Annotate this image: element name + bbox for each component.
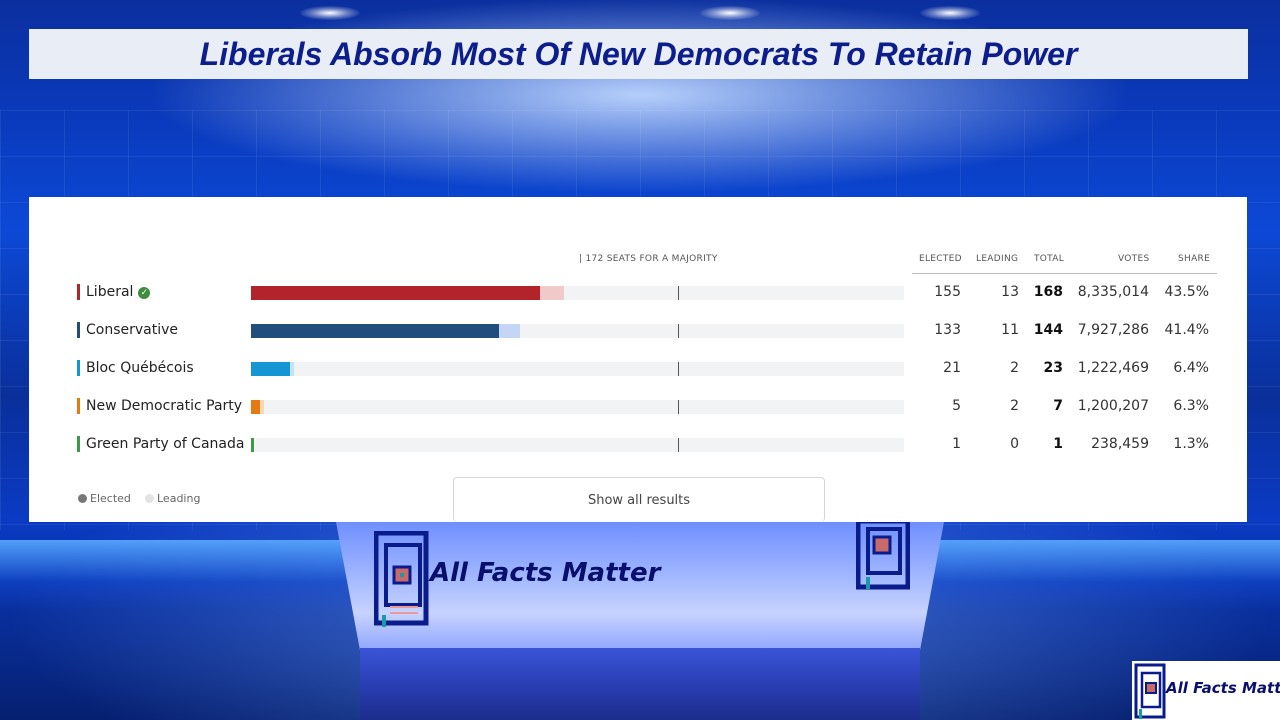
legend-elected-dot bbox=[78, 494, 87, 503]
legend-leading: Leading bbox=[145, 492, 200, 505]
legend-leading-label: Leading bbox=[157, 492, 201, 505]
corner-brand-badge: All Facts Matter bbox=[1132, 661, 1280, 720]
vote-share: 41.4% bbox=[1164, 322, 1209, 338]
headline-banner: Liberals Absorb Most Of New Democrats To… bbox=[29, 29, 1248, 79]
seat-bar-track bbox=[251, 362, 904, 376]
total-count: 144 bbox=[1033, 322, 1063, 338]
headline-text: Liberals Absorb Most Of New Democrats To… bbox=[199, 35, 1078, 72]
leading-count: 0 bbox=[1010, 436, 1019, 452]
total-count: 1 bbox=[1053, 436, 1063, 452]
vote-count: 8,335,014 bbox=[1077, 284, 1149, 300]
majority-marker bbox=[678, 286, 679, 300]
total-count: 168 bbox=[1033, 284, 1063, 300]
party-name: New Democratic Party bbox=[77, 398, 242, 414]
leading-count: 2 bbox=[1010, 360, 1019, 376]
vote-share: 1.3% bbox=[1173, 436, 1209, 452]
seat-bar-elected bbox=[251, 438, 254, 452]
col-header-votes: VOTES bbox=[1118, 254, 1150, 264]
elected-count: 155 bbox=[934, 284, 961, 300]
elected-count: 133 bbox=[934, 322, 961, 338]
vote-count: 238,459 bbox=[1091, 436, 1149, 452]
party-name-label: New Democratic Party bbox=[86, 398, 243, 414]
winner-check-icon: ✓ bbox=[138, 287, 151, 299]
news-desk-base bbox=[360, 648, 920, 720]
col-header-total: TOTAL bbox=[1034, 254, 1065, 264]
seat-bar-track bbox=[251, 324, 904, 338]
seat-bar-track bbox=[251, 400, 904, 414]
party-row: Conservative 133 11 144 7,927,286 41.4% bbox=[29, 321, 1247, 341]
seat-bar-elected bbox=[251, 324, 500, 338]
party-name-label: Conservative bbox=[86, 322, 179, 338]
brand-name: All Facts Matter bbox=[430, 558, 661, 588]
legend-elected: Elected bbox=[78, 492, 131, 505]
studio-light bbox=[920, 6, 980, 20]
elected-count: 1 bbox=[952, 436, 961, 452]
total-count: 7 bbox=[1053, 398, 1063, 414]
party-row: Green Party of Canada 1 0 1 238,459 1.3% bbox=[29, 435, 1247, 455]
party-name-label: Bloc Québécois bbox=[86, 360, 194, 376]
party-name: Green Party of Canada bbox=[77, 436, 244, 452]
vote-share: 43.5% bbox=[1164, 284, 1209, 300]
studio-light bbox=[700, 6, 760, 20]
all-facts-matter-logo-icon bbox=[1134, 663, 1166, 719]
vote-count: 1,200,207 bbox=[1077, 398, 1149, 414]
party-row: Bloc Québécois 21 2 23 1,222,469 6.4% bbox=[29, 359, 1247, 379]
total-count: 23 bbox=[1043, 360, 1063, 376]
vote-share: 6.3% bbox=[1173, 398, 1209, 414]
majority-marker bbox=[678, 324, 679, 338]
leading-count: 2 bbox=[1010, 398, 1019, 414]
leading-count: 13 bbox=[1001, 284, 1019, 300]
vote-count: 1,222,469 bbox=[1077, 360, 1149, 376]
majority-label: | 172 SEATS FOR A MAJORITY bbox=[579, 254, 718, 264]
vote-count: 7,927,286 bbox=[1077, 322, 1149, 338]
header-divider bbox=[912, 273, 1217, 274]
show-all-results-button[interactable]: Show all results bbox=[453, 477, 825, 522]
seat-bar-track bbox=[251, 286, 904, 300]
party-name: Bloc Québécois bbox=[77, 360, 194, 376]
seat-bar-track bbox=[251, 438, 904, 452]
party-name-label: Liberal bbox=[86, 284, 134, 300]
elected-count: 21 bbox=[943, 360, 961, 376]
seat-bar-elected bbox=[251, 286, 541, 300]
seat-bar-elected bbox=[251, 400, 261, 414]
col-header-elected: ELECTED bbox=[919, 254, 962, 264]
col-header-share: SHARE bbox=[1178, 254, 1211, 264]
all-facts-matter-logo-icon bbox=[856, 519, 910, 590]
all-facts-matter-logo-icon bbox=[374, 531, 429, 627]
party-name: Conservative bbox=[77, 322, 178, 338]
vote-share: 6.4% bbox=[1173, 360, 1209, 376]
party-name-label: Green Party of Canada bbox=[86, 436, 245, 452]
seat-bar-elected bbox=[251, 362, 291, 376]
legend-leading-dot bbox=[145, 494, 154, 503]
party-name: Liberal ✓ bbox=[77, 284, 151, 300]
leading-count: 11 bbox=[1001, 322, 1019, 338]
news-desk bbox=[336, 522, 944, 652]
studio-light bbox=[300, 6, 360, 20]
elected-count: 5 bbox=[952, 398, 961, 414]
majority-marker bbox=[678, 362, 679, 376]
majority-marker bbox=[678, 438, 679, 452]
party-row: New Democratic Party 5 2 7 1,200,207 6.3% bbox=[29, 397, 1247, 417]
election-results-panel: | 172 SEATS FOR A MAJORITY ELECTED LEADI… bbox=[29, 197, 1247, 522]
col-header-leading: LEADING bbox=[976, 254, 1019, 264]
party-row: Liberal ✓ 155 13 168 8,335,014 43.5% bbox=[29, 283, 1247, 303]
majority-marker bbox=[678, 400, 679, 414]
legend-elected-label: Elected bbox=[90, 492, 131, 505]
corner-brand-name: All Facts Matter bbox=[1166, 679, 1280, 697]
